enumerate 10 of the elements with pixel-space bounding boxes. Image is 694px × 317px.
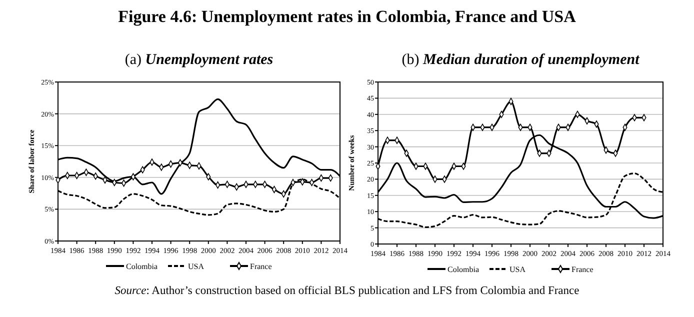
legend-label: USA — [188, 262, 204, 271]
chart-subtitle: (a) Unemployment rates — [124, 52, 274, 68]
source-note: Source: Author’s construction based on official BLS publication and LFS from Colombia and France — [114, 285, 580, 297]
legend-label: France — [250, 262, 272, 271]
chart-title: (b) Median duration of unemployment — [402, 52, 640, 68]
chart-title: Figure 4.6: Unemployment rates in Colombia, France and USA — [118, 7, 577, 26]
legend-label: France — [572, 265, 594, 274]
legend-label: USA — [510, 265, 526, 274]
legend-label: Colombia — [448, 265, 480, 274]
legend-label: Colombia — [126, 262, 158, 271]
